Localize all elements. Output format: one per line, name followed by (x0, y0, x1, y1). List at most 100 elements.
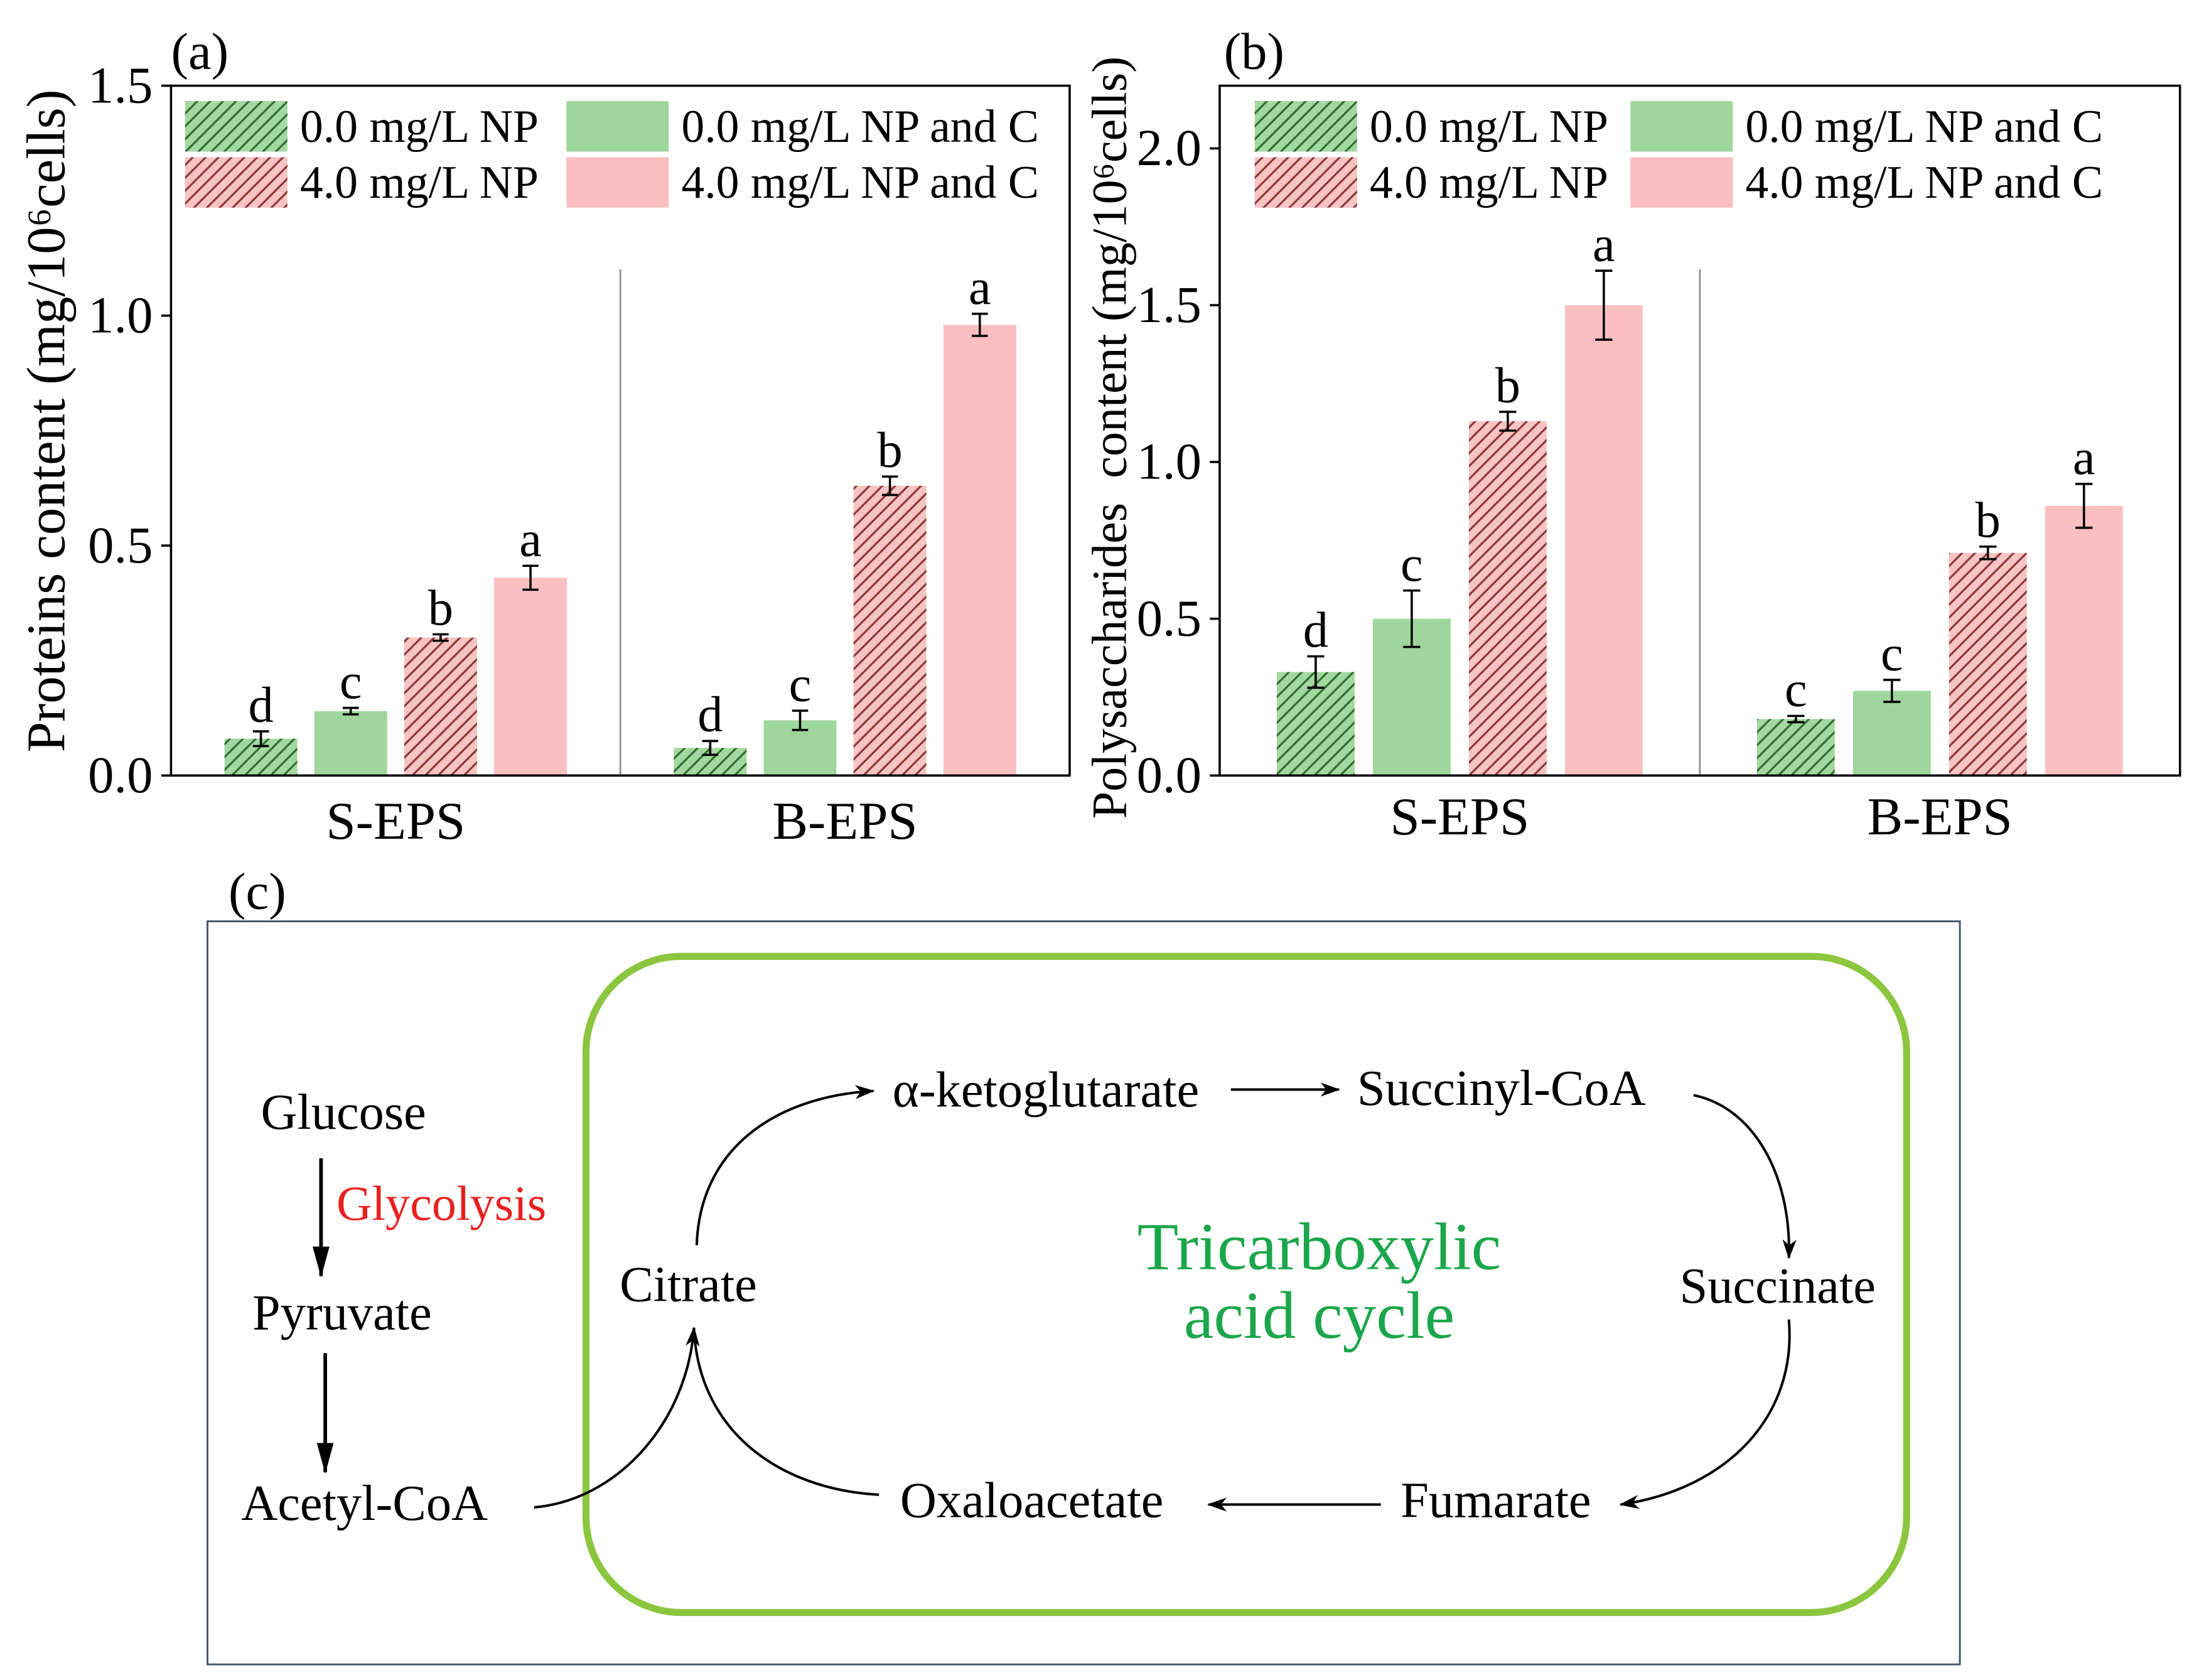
legend-swatch-4-0-mg-l-np-and-c (566, 157, 669, 208)
legend-swatch-4-0-mg-l-np (1254, 157, 1357, 208)
bar-s-eps-4-0-mg-l-np-and-c (1564, 305, 1643, 776)
error-bar-b-eps-0-0-mg-l-np-and-c (1883, 679, 1901, 703)
significance-letter-b-eps-4-0-mg-l-np-and-c: a (2073, 429, 2095, 485)
x-tick-label-b-eps: B-EPS (773, 792, 918, 851)
bar-s-eps-0-0-mg-l-np-and-c (314, 711, 387, 776)
legend-label-0-0-mg-l-np-and-c: 0.0 mg/L NP and C (681, 100, 1039, 152)
significance-letter-b-eps-0-0-mg-l-np: d (697, 687, 723, 743)
y-tick-label: 1.0 (1137, 433, 1202, 490)
tca-cycle-border (582, 952, 1910, 1617)
significance-letter-s-eps-0-0-mg-l-np: d (249, 677, 274, 733)
x-tick-label-s-eps: S-EPS (326, 792, 465, 851)
bar-b-eps-4-0-mg-l-np-and-c (943, 325, 1016, 776)
bar-s-eps-4-0-mg-l-np-and-c (494, 578, 567, 776)
succinyl-coa-to-succinate-arrow (1693, 1094, 1797, 1259)
error-bar-s-eps-0-0-mg-l-np-and-c (1403, 589, 1421, 649)
error-bar-b-eps-4-0-mg-l-np-and-c (972, 313, 988, 337)
legend-label-4-0-mg-l-np-and-c: 4.0 mg/L NP and C (1745, 156, 2103, 208)
citrate-label: Citrate (620, 1257, 757, 1313)
legend-swatch-4-0-mg-l-np (185, 157, 288, 208)
legend-swatch-4-0-mg-l-np-and-c (1630, 157, 1733, 208)
error-bar-b-eps-4-0-mg-l-np (881, 475, 898, 497)
alpha-ketoglutarate-label: α-ketoglutarate (893, 1062, 1199, 1117)
legend-label-4-0-mg-l-np-and-c: 4.0 mg/L NP and C (681, 156, 1039, 208)
significance-letter-s-eps-4-0-mg-l-np-and-c: a (519, 512, 542, 568)
significance-letter-s-eps-4-0-mg-l-np-and-c: a (1593, 217, 1615, 272)
bar-b-eps-4-0-mg-l-np (1949, 552, 2027, 776)
significance-letter-b-eps-4-0-mg-l-np: b (878, 423, 903, 478)
panel-label-a: (a) (171, 23, 229, 80)
legend-swatch-0-0-mg-l-np-and-c (1630, 101, 1733, 152)
bar-b-eps-0-0-mg-l-np-and-c (1853, 691, 1931, 776)
polysaccharides-chart: d c b a S-EPS c c b a B-EPS 0.0 0.5 1.0 1.5 2.0Polysac… (1082, 23, 2181, 846)
error-bar-s-eps-0-0-mg-l-np (1307, 655, 1325, 689)
legend-label-4-0-mg-l-np: 4.0 mg/L NP (300, 156, 539, 208)
significance-letter-b-eps-0-0-mg-l-np: c (1785, 662, 1807, 718)
significance-letter-b-eps-4-0-mg-l-np: b (1976, 492, 2001, 548)
legend-label-0-0-mg-l-np: 0.0 mg/L NP (1370, 100, 1608, 152)
acetyl-coa-to-citrate-arrow (534, 1326, 700, 1509)
legend-swatch-0-0-mg-l-np-and-c (566, 101, 669, 152)
y-tick-label: 0.5 (1137, 589, 1202, 647)
y-axis-label: Proteins content (mg/10⁶cells) (16, 89, 77, 752)
tca-cycle-title-line-2: acid cycle (1184, 1278, 1455, 1353)
oxaloacetate-to-citrate-arrow (692, 1328, 879, 1496)
x-tick-label-s-eps: S-EPS (1390, 787, 1530, 846)
plot-frame (1218, 84, 2181, 777)
bar-s-eps-0-0-mg-l-np (1276, 672, 1355, 776)
y-axis-label: Polysaccharides content (mg/10⁶cells) (1082, 57, 1136, 819)
y-tick-label: 0.0 (1137, 746, 1202, 804)
panel-label-b: (b) (1224, 23, 1284, 80)
citrate-to-alpha-ketoglutarate-arrow (695, 1085, 875, 1246)
error-bar-b-eps-4-0-mg-l-np-and-c (2075, 483, 2093, 529)
significance-letter-b-eps-4-0-mg-l-np-and-c: a (969, 259, 991, 315)
succinate-to-fumarate-arrow (1619, 1319, 1791, 1509)
legend-swatch-0-0-mg-l-np (185, 101, 288, 152)
error-bar-s-eps-0-0-mg-l-np-and-c (342, 706, 359, 716)
bar-s-eps-4-0-mg-l-np (1468, 421, 1547, 776)
legend: 0.0 mg/L NP 0.0 mg/L NP and C 4.0 mg/L NP 4… (185, 100, 1039, 208)
error-bar-s-eps-0-0-mg-l-np (252, 730, 269, 748)
error-bar-s-eps-4-0-mg-l-np (1499, 411, 1517, 432)
legend-label-4-0-mg-l-np: 4.0 mg/L NP (1370, 156, 1608, 208)
glycolysis-label: Glycolysis (336, 1176, 546, 1230)
pyruvate-label: Pyruvate (252, 1284, 432, 1340)
error-bar-b-eps-0-0-mg-l-np (1787, 714, 1805, 724)
plot-frame (169, 84, 1071, 777)
significance-letter-b-eps-0-0-mg-l-np-and-c: c (789, 656, 812, 712)
significance-letter-s-eps-4-0-mg-l-np: b (1495, 357, 1520, 413)
bar-b-eps-4-0-mg-l-np (853, 485, 927, 776)
bar-b-eps-0-0-mg-l-np (1756, 719, 1835, 776)
acetyl-coa-label: Acetyl-CoA (241, 1475, 488, 1531)
legend-label-0-0-mg-l-np: 0.0 mg/L NP (300, 100, 539, 152)
error-bar-b-eps-0-0-mg-l-np (702, 740, 719, 757)
tca-cycle-diagram: (c) Tricarboxylic acid cycle Glucose Gly… (207, 862, 1961, 1666)
error-bar-s-eps-4-0-mg-l-np (433, 633, 449, 642)
oxaloacetate-label: Oxaloacetate (900, 1473, 1163, 1529)
succinyl-coa-label: Succinyl-CoA (1357, 1060, 1646, 1116)
y-tick-label: 1.5 (88, 56, 153, 114)
y-tick-label: 1.5 (1137, 276, 1202, 333)
legend: 0.0 mg/L NP 0.0 mg/L NP and C 4.0 mg/L NP 4… (1254, 100, 2103, 208)
bar-b-eps-4-0-mg-l-np-and-c (2045, 505, 2123, 776)
significance-letter-s-eps-0-0-mg-l-np-and-c: c (340, 654, 362, 709)
panel-label-c: (c) (229, 862, 286, 920)
succinate-label: Succinate (1680, 1258, 1876, 1314)
diagram-frame (207, 920, 1961, 1666)
tca-cycle-title-line-1: Tricarboxylic (1137, 1209, 1502, 1284)
y-tick-label: 0.5 (88, 516, 153, 574)
significance-letter-s-eps-0-0-mg-l-np: d (1303, 602, 1328, 658)
error-bar-s-eps-4-0-mg-l-np-and-c (522, 564, 539, 591)
y-tick-label: 0.0 (88, 746, 153, 804)
error-bar-b-eps-4-0-mg-l-np (1979, 545, 1997, 561)
fumarate-label: Fumarate (1401, 1473, 1591, 1529)
bar-s-eps-4-0-mg-l-np (404, 637, 477, 776)
y-tick-label: 1.0 (88, 286, 153, 344)
error-bar-b-eps-0-0-mg-l-np-and-c (792, 709, 809, 731)
legend-label-0-0-mg-l-np-and-c: 0.0 mg/L NP and C (1745, 100, 2103, 152)
legend-swatch-0-0-mg-l-np (1254, 101, 1357, 152)
significance-letter-s-eps-0-0-mg-l-np-and-c: c (1401, 536, 1423, 592)
error-bar-s-eps-4-0-mg-l-np-and-c (1595, 269, 1613, 341)
